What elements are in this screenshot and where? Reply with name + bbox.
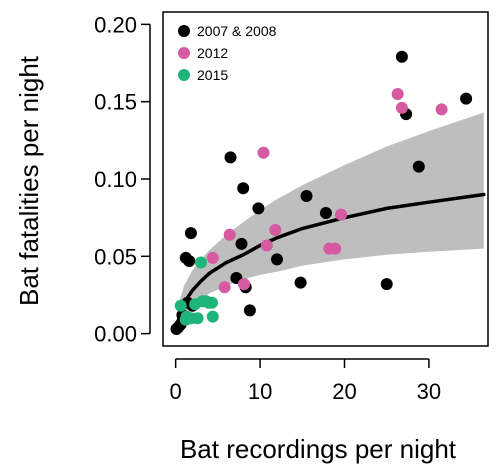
legend-label: 2015 [197, 67, 228, 83]
data-point [218, 281, 231, 294]
data-point [294, 276, 307, 289]
data-point [191, 312, 204, 325]
plot-frame [162, 11, 489, 347]
legend-label: 2007 & 2008 [197, 23, 277, 39]
data-point [329, 242, 342, 255]
data-points-layer [170, 50, 473, 335]
data-point [237, 182, 250, 195]
data-point [195, 256, 207, 269]
y-axis-title: Bat fatalities per night [14, 55, 44, 306]
legend-marker [178, 47, 190, 59]
data-point [435, 103, 448, 116]
data-point [174, 299, 187, 312]
data-point [395, 101, 408, 114]
data-point [235, 237, 248, 250]
data-point [335, 208, 348, 221]
x-tick-label: 0 [170, 379, 182, 404]
data-point [319, 207, 332, 219]
data-point [184, 227, 197, 240]
data-point [391, 88, 404, 100]
data-point [206, 251, 219, 264]
x-tick-label: 30 [417, 379, 441, 404]
data-point [412, 160, 425, 173]
data-point [260, 239, 273, 252]
y-tick-label: 0.05 [94, 244, 137, 269]
y-tick-label: 0.20 [94, 12, 137, 37]
x-tick-label: 10 [248, 379, 272, 404]
data-point [269, 224, 282, 236]
data-point [395, 50, 408, 63]
data-point [223, 228, 236, 241]
data-point [460, 92, 473, 105]
data-point [206, 310, 219, 323]
y-tick-label: 0.00 [94, 322, 137, 347]
data-point [257, 146, 270, 159]
data-point [224, 151, 237, 164]
data-point [300, 190, 313, 202]
data-point [243, 304, 256, 317]
legend-marker [178, 25, 190, 37]
legend-marker [178, 69, 190, 81]
x-tick-label: 20 [332, 379, 356, 404]
data-point [206, 296, 218, 309]
data-point [238, 278, 250, 291]
x-axis-title: Bat recordings per night [180, 434, 457, 464]
y-tick-label: 0.15 [94, 90, 137, 115]
x-axis: 0 10 20 30 [170, 358, 441, 404]
data-point [380, 278, 393, 291]
data-point [271, 253, 283, 266]
legend-label: 2012 [197, 45, 228, 61]
y-axis: 0.00 0.05 0.10 0.15 0.20 [94, 12, 151, 347]
legend: 2007 & 2008 2012 2015 [178, 23, 277, 83]
series-3 [174, 256, 219, 326]
data-point [252, 202, 265, 215]
y-tick-label: 0.10 [94, 167, 137, 192]
series-2 [206, 88, 448, 294]
data-point [183, 255, 196, 267]
